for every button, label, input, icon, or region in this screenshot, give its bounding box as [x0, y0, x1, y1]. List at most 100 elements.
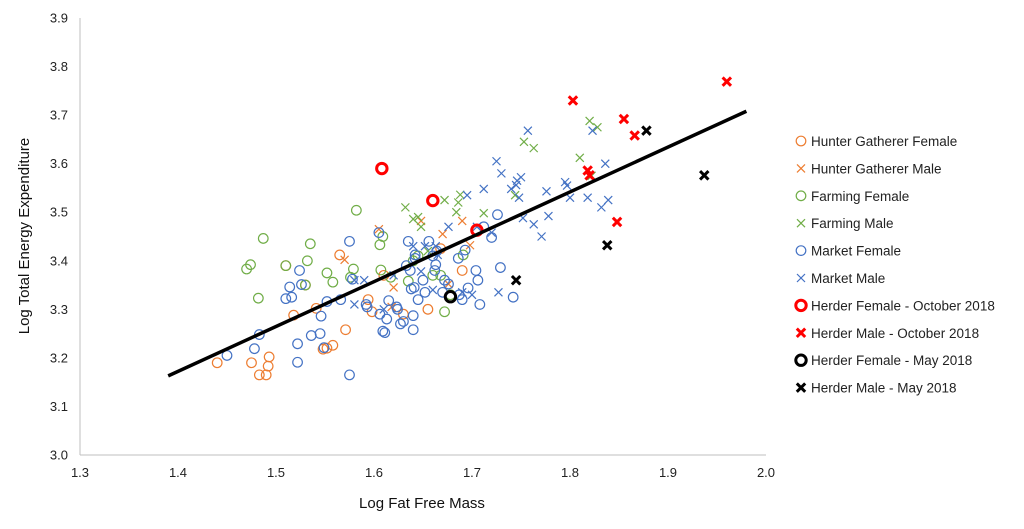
point-market-female [407, 324, 419, 336]
point-hunter-gatherer-female [263, 351, 275, 363]
x-stroke [519, 137, 529, 147]
point-hunter-gatherer-female [246, 357, 257, 369]
point-herder-male-october-2018 [567, 95, 579, 106]
legend-label: Hunter Gatherer Male [811, 161, 942, 176]
y-tick-label: 3.8 [50, 59, 68, 74]
y-tick-label: 3.4 [50, 253, 68, 268]
point-market-female [318, 342, 330, 354]
point-hunter-gatherer-female [262, 360, 274, 372]
point-farming-female [439, 306, 450, 318]
point-market-male [467, 290, 477, 300]
point-hunter-gatherer-female [456, 265, 468, 276]
point-market-female [507, 291, 519, 303]
point-market-male [379, 304, 389, 314]
x-stroke [359, 275, 369, 285]
point-market-male [444, 222, 453, 232]
point-market-female [472, 274, 484, 286]
x-stroke [721, 76, 733, 87]
point-market-female [249, 343, 260, 355]
point-farming-male [413, 212, 423, 222]
x-tick-label: 1.4 [169, 465, 187, 480]
point-farming-male [423, 246, 433, 256]
x-stroke [423, 246, 433, 256]
point-market-male [588, 126, 597, 136]
point-market-female [294, 265, 305, 276]
x-stroke [603, 195, 613, 205]
point-farming-female [301, 255, 313, 267]
legend-item-market-female: Market Female [795, 244, 901, 259]
x-stroke [544, 211, 553, 221]
x-stroke [349, 275, 359, 285]
x-stroke [416, 222, 426, 232]
x-stroke [506, 184, 516, 194]
legend: Hunter Gatherer Female Hunter Gatherer Ma… [794, 134, 995, 396]
point-market-female [402, 235, 414, 247]
x-stroke [641, 125, 652, 136]
x-stroke [492, 156, 501, 166]
point-hunter-gatherer-female [340, 324, 351, 336]
x-stroke [465, 240, 475, 250]
point-market-female [452, 252, 464, 264]
point-farming-male [529, 143, 539, 153]
legend-marker [796, 273, 806, 283]
point-market-male [416, 267, 426, 276]
point-market-female [439, 274, 450, 286]
point-market-male [496, 168, 506, 178]
point-herder-female-october-2018 [375, 161, 389, 176]
point-hunter-gatherer-male [457, 216, 467, 226]
point-hunter-gatherer-male [389, 283, 399, 292]
point-market-female [344, 369, 355, 381]
point-market-female [292, 356, 303, 368]
legend-marker [794, 298, 808, 313]
point-market-male [537, 232, 547, 241]
x-stroke [479, 208, 489, 218]
x-stroke [516, 172, 526, 182]
point-market-male [600, 159, 610, 169]
point-herder-male-october-2018 [611, 216, 623, 228]
x-stroke [389, 283, 399, 292]
point-farming-male [453, 198, 463, 207]
point-farming-female [304, 238, 316, 250]
point-farming-male [440, 195, 449, 205]
x-stroke [567, 95, 579, 106]
x-stroke [496, 168, 506, 178]
point-farming-female [321, 267, 333, 279]
legend-label: Herder Female - May 2018 [811, 353, 972, 368]
point-market-male [408, 241, 418, 251]
point-farming-female [257, 233, 269, 244]
point-market-female [430, 259, 442, 271]
x-stroke [584, 170, 595, 181]
point-market-female [286, 291, 298, 303]
x-stroke [796, 218, 806, 228]
legend-label: Hunter Gatherer Female [811, 134, 957, 149]
legend-marker [795, 382, 807, 393]
point-market-male [492, 156, 501, 166]
point-market-female [408, 282, 420, 293]
x-tick-label: 1.3 [71, 465, 89, 480]
legend-item-market-male: Market Male [796, 271, 885, 286]
x-stroke [453, 198, 463, 207]
point-market-female [398, 316, 409, 327]
point-hunter-gatherer-female [317, 343, 329, 355]
point-market-female [381, 313, 393, 325]
x-tick-label: 1.5 [267, 465, 285, 480]
x-stroke [518, 213, 528, 223]
point-hunter-gatherer-female [334, 249, 346, 261]
point-farming-female [375, 264, 387, 276]
y-tick-label: 3.2 [50, 350, 68, 365]
x-stroke [698, 170, 710, 181]
point-market-male [542, 186, 551, 196]
x-stroke [523, 126, 533, 136]
point-farming-female [348, 263, 359, 275]
point-market-male [359, 275, 369, 285]
point-hunter-gatherer-female [422, 303, 434, 315]
x-stroke [455, 190, 465, 200]
point-market-female [492, 209, 503, 221]
legend-label: Market Female [811, 244, 901, 259]
y-axis-title: Log Total Energy Expenditure [16, 138, 33, 335]
x-stroke [400, 202, 410, 212]
point-market-female [412, 294, 424, 306]
point-herder-male-may-2018 [641, 125, 652, 136]
legend-label: Market Male [811, 271, 885, 286]
